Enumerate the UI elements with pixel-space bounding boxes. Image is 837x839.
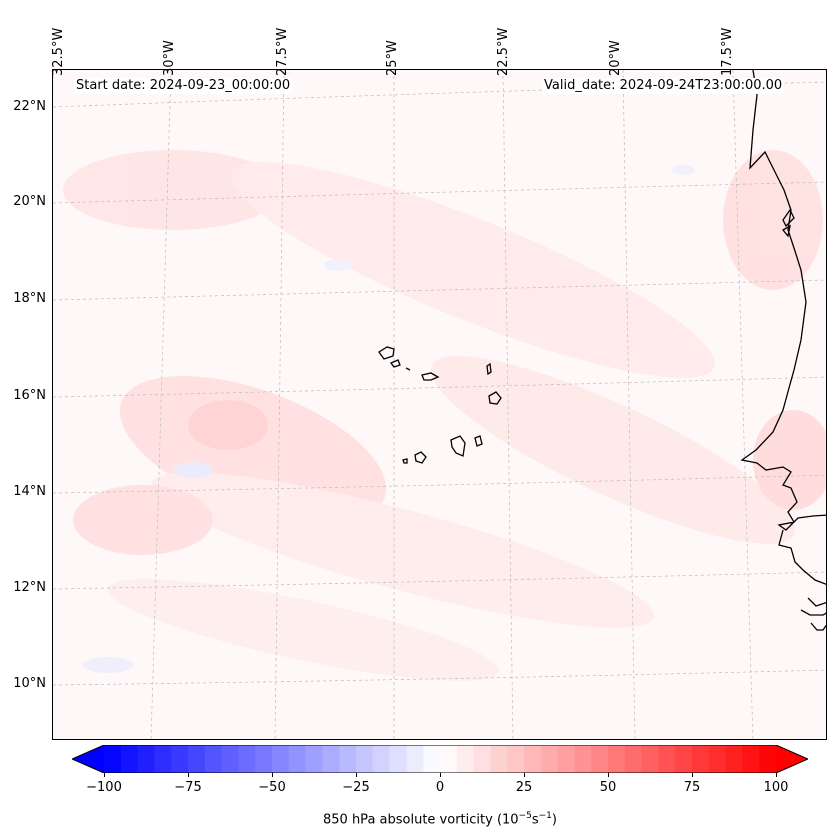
colorbar [72,745,808,773]
colorbar-cell [322,745,340,773]
colorbar-tick-label: 100 [763,780,789,795]
colorbar-cell [507,745,525,773]
colorbar-cell [272,745,290,773]
colorbar-cell [708,745,727,773]
colorbar-title: 850 hPa absolute vorticity (10−5s−1) [0,808,837,828]
colorbar-cell [608,745,626,773]
colorbar-tick-label: −50 [258,780,286,795]
colorbar-cell [692,745,710,773]
colorbar-tick-mark [692,773,693,777]
colorbar-cell [137,745,155,773]
colorbar-title-mid: s [531,812,539,828]
colorbar-cell [372,745,391,773]
colorbar-tick-label: 25 [515,780,533,795]
colorbar-cell [574,745,592,773]
lon-label-25w: 25°W [385,40,400,76]
lat-label-22n: 22°N [13,99,46,114]
colorbar-tick-label: −25 [342,780,370,795]
colorbar-cell [490,745,508,773]
colorbar-tick-label: 75 [683,780,701,795]
colorbar-cell [658,745,676,773]
colorbar-cell [725,745,743,773]
colorbar-tick-mark [440,773,441,777]
colorbar-tick-mark [356,773,357,777]
colorbar-cell [624,745,643,773]
colorbar-cell [524,745,542,773]
colorbar-cell [540,745,559,773]
colorbar-cell [742,745,760,773]
colorbar-extend-high [776,745,808,773]
lon-label-32-5w: 32.5°W [51,27,66,76]
colorbar-cell [759,745,777,773]
lon-label-20w: 20°W [608,40,623,76]
colorbar-cell [339,745,357,773]
colorbar-cell [154,745,172,773]
lat-label-12n: 12°N [13,580,46,595]
colorbar-cell [675,745,693,773]
vorticity-field [63,150,826,681]
colorbar-tick-mark [272,773,273,777]
cape-verde-islands [378,346,502,464]
colorbar-cell [473,745,491,773]
colorbar-extend-low [72,745,104,773]
colorbar-cell [221,745,239,773]
colorbar-cell [456,745,475,773]
colorbar-tick-label: 50 [599,780,617,795]
colorbar-cell [238,745,256,773]
african-coastline [740,70,826,631]
colorbar-cell [440,745,458,773]
colorbar-cell [104,745,122,773]
colorbar-title-exp2: −1 [538,811,552,821]
colorbar-cell [423,745,441,773]
colorbar-cell [406,745,424,773]
vorticity-map [52,69,827,740]
colorbar-cell [641,745,659,773]
start-date-label: Start date: 2024-09-23_00:00:00 [74,78,293,94]
colorbar-tick-mark [608,773,609,777]
lon-label-27-5w: 27.5°W [275,27,290,76]
lat-label-16n: 16°N [13,388,46,403]
lon-label-30w: 30°W [162,40,177,76]
colorbar-tick-label: −75 [174,780,202,795]
colorbar-cell [204,745,223,773]
colorbar-cell [356,745,374,773]
valid-date-label: Valid_date: 2024-09-24T23:00:00.00 [542,78,785,94]
lat-label-20n: 20°N [13,194,46,209]
colorbar-cell [591,745,609,773]
colorbar-title-exp1: −5 [518,811,532,821]
colorbar-title-end: ) [551,812,557,828]
colorbar-cell [389,745,407,773]
colorbar-cell [188,745,206,773]
lon-label-22-5w: 22.5°W [496,27,511,76]
colorbar-cell [120,745,139,773]
colorbar-tick-mark [776,773,777,777]
colorbar-tick-mark [524,773,525,777]
colorbar-tick-label: 0 [435,780,445,795]
colorbar-cells [72,745,808,773]
lon-label-17-5w: 17.5°W [720,27,735,76]
colorbar-cell [557,745,575,773]
colorbar-cell [255,745,273,773]
lat-label-14n: 14°N [13,484,46,499]
colorbar-title-main: 850 hPa absolute vorticity (10 [323,812,519,828]
colorbar-cell [305,745,323,773]
colorbar-cell [288,745,307,773]
colorbar-tick-mark [104,773,105,777]
colorbar-cell [171,745,189,773]
colorbar-tick-label: −100 [86,780,122,795]
map-canvas [53,70,826,739]
graticule [53,70,826,739]
lat-label-10n: 10°N [13,676,46,691]
lat-label-18n: 18°N [13,291,46,306]
colorbar-tick-mark [188,773,189,777]
